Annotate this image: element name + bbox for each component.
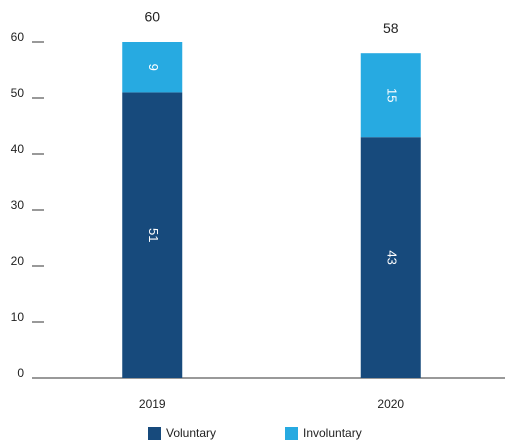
y-tick-label: 50: [11, 86, 25, 100]
legend-swatch: [148, 427, 161, 440]
y-tick-label: 40: [11, 142, 25, 156]
legend-swatch: [285, 427, 298, 440]
y-tick-label: 30: [11, 198, 25, 212]
bar-segment: [360, 137, 421, 378]
bar-segment: [122, 42, 183, 93]
segment-label: 51: [146, 228, 161, 242]
x-tick-label: 2019: [139, 397, 166, 411]
y-tick-label: 10: [11, 310, 25, 324]
total-label: 58: [383, 20, 399, 36]
segment-label: 43: [384, 250, 399, 264]
legend-label: Voluntary: [166, 426, 216, 440]
total-label: 60: [144, 9, 160, 25]
y-tick-label: 20: [11, 254, 25, 268]
segment-label: 9: [146, 64, 161, 71]
y-tick-label: 60: [11, 30, 25, 44]
legend-label: Involuntary: [303, 426, 362, 440]
x-tick-label: 2020: [377, 397, 404, 411]
y-tick-label: 0: [17, 366, 24, 380]
bar-segment: [360, 53, 421, 138]
bar-segment: [122, 92, 183, 379]
segment-label: 15: [384, 88, 399, 102]
